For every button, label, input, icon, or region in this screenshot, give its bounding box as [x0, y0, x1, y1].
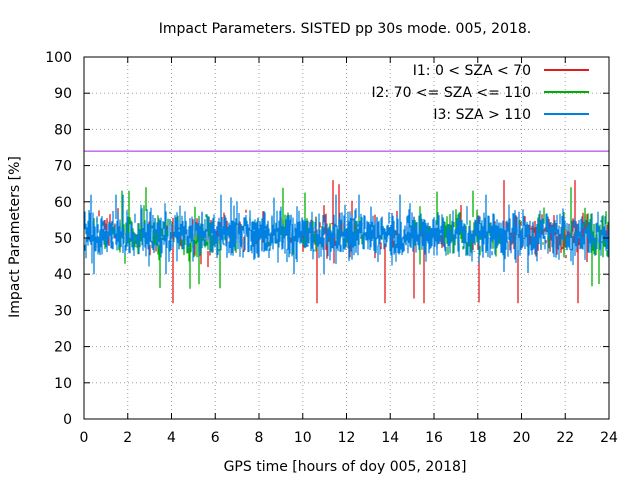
x-tick-label: 16	[425, 430, 443, 446]
x-tick-label: 8	[255, 430, 264, 446]
x-tick-label: 4	[167, 430, 176, 446]
y-tick-label: 50	[54, 231, 72, 247]
legend-label: I1: 0 < SZA < 70	[413, 63, 531, 79]
y-tick-label: 0	[63, 412, 72, 428]
y-axis-ticks: 0 10 20 30 40 50 60 70 80 90 100	[45, 50, 609, 428]
y-axis-label: Impact Parameters [%]	[7, 156, 23, 318]
x-tick-label: 6	[211, 430, 220, 446]
x-tick-label: 0	[80, 430, 89, 446]
legend-label: I3: SZA > 110	[433, 107, 531, 123]
y-tick-label: 30	[54, 303, 72, 319]
x-tick-label: 14	[381, 430, 399, 446]
x-axis-label: GPS time [hours of doy 005, 2018]	[224, 459, 467, 475]
x-tick-label: 2	[123, 430, 132, 446]
chart-title: Impact Parameters. SISTED pp 30s mode. 0…	[159, 21, 532, 37]
y-tick-label: 100	[45, 50, 72, 66]
legend-label: I2: 70 <= SZA <= 110	[371, 85, 531, 101]
series-i3-core-band	[84, 201, 609, 267]
y-tick-label: 80	[54, 122, 72, 138]
x-tick-label: 20	[513, 430, 531, 446]
y-tick-label: 10	[54, 376, 72, 392]
y-tick-label: 40	[54, 267, 72, 283]
x-axis-ticks: 0 2 4 6 8 10 12 14 16 18 20 22 24	[80, 57, 618, 446]
x-tick-label: 10	[294, 430, 312, 446]
x-tick-label: 24	[600, 430, 618, 446]
y-tick-label: 60	[54, 195, 72, 211]
x-tick-label: 22	[556, 430, 574, 446]
y-tick-label: 20	[54, 340, 72, 356]
y-tick-label: 70	[54, 159, 72, 175]
y-tick-label: 90	[54, 86, 72, 102]
data-series	[84, 180, 609, 304]
x-tick-label: 12	[338, 430, 356, 446]
legend: I1: 0 < SZA < 70 I2: 70 <= SZA <= 110 I3: …	[371, 63, 589, 123]
x-tick-label: 18	[469, 430, 487, 446]
